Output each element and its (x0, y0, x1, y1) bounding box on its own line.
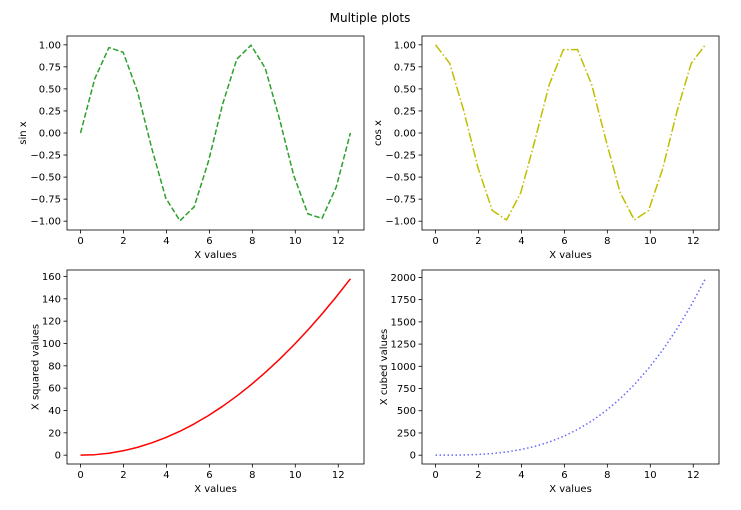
x-axis-label: X values (549, 484, 592, 495)
x-tick-label: 8 (249, 470, 255, 481)
series-line-1 (79, 44, 352, 222)
y-tick-label: −0.25 (385, 151, 416, 162)
y-tick-label: 80 (48, 361, 61, 372)
x-tick-label: 0 (77, 470, 83, 481)
y-tick-label: −0.75 (385, 195, 416, 206)
x-axis-label: X values (194, 250, 237, 261)
y-tick-label: −0.25 (30, 151, 61, 162)
y-tick-label: 1500 (391, 317, 416, 328)
series-line-1 (435, 278, 707, 456)
y-tick-label: 60 (48, 384, 61, 395)
axes-frame (66, 269, 365, 465)
x-tick-label: 0 (432, 470, 438, 481)
y-tick-label: 1.00 (394, 40, 416, 51)
x-tick-label: 8 (604, 470, 610, 481)
x-tick-label: 8 (604, 236, 610, 247)
x-tick-label: 10 (644, 470, 657, 481)
x-tick-label: 12 (687, 470, 700, 481)
y-tick-label: 0.50 (39, 84, 61, 95)
series-line-1 (80, 278, 351, 456)
y-tick-label: 0.75 (394, 62, 416, 73)
x-tick-label: 6 (561, 236, 567, 247)
x-tick-label: 2 (120, 470, 126, 481)
y-tick-label: −1.00 (30, 217, 61, 228)
subplot-4: 0 2 4 6 8 10 12 0 250 500 750 1000 1250 1500 1750 2000 X… (379, 269, 720, 495)
x-tick-label: 4 (518, 470, 524, 481)
x-tick-label: 12 (332, 236, 345, 247)
subplots: 0 2 4 6 8 10 12 −1.00 −0.75 −0.50 −0.25 0.00 0.25 0.5… (18, 35, 720, 495)
y-tick-label: 0 (410, 451, 416, 462)
y-tick-label: 0.00 (394, 129, 416, 140)
y-tick-label: 0 (55, 451, 61, 462)
y-tick-label: 100 (42, 339, 61, 350)
x-tick-label: 10 (289, 470, 302, 481)
x-tick-label: 6 (206, 470, 212, 481)
series-line-1 (434, 44, 706, 221)
y-tick-label: 0.25 (394, 106, 416, 117)
y-axis-label: X cubed values (379, 329, 390, 405)
y-tick-label: 0.00 (39, 129, 61, 140)
y-tick-label: 0.25 (39, 106, 61, 117)
x-tick-label: 0 (77, 236, 83, 247)
y-tick-label: 160 (42, 272, 61, 283)
y-axis-label: X squared values (30, 324, 41, 410)
x-tick-label: 4 (163, 470, 169, 481)
x-tick-label: 2 (120, 236, 126, 247)
y-tick-label: 140 (42, 294, 61, 305)
x-tick-label: 6 (206, 236, 212, 247)
x-tick-label: 4 (518, 236, 524, 247)
y-tick-label: −0.50 (385, 173, 416, 184)
x-tick-label: 10 (289, 236, 302, 247)
x-tick-label: 10 (644, 236, 657, 247)
x-axis-label: X values (194, 484, 237, 495)
y-axis-label: cos x (373, 120, 384, 146)
y-tick-label: 1.00 (39, 40, 61, 51)
x-tick-label: 2 (475, 470, 481, 481)
y-tick-label: 120 (42, 317, 61, 328)
y-tick-label: −0.50 (30, 173, 61, 184)
axes-frame (421, 269, 720, 465)
y-tick-label: 750 (397, 384, 416, 395)
y-tick-label: −0.75 (30, 195, 61, 206)
y-tick-label: 20 (48, 428, 61, 439)
y-tick-label: 0.50 (394, 84, 416, 95)
y-axis-label: sin x (18, 121, 29, 145)
y-tick-label: 0.75 (39, 62, 61, 73)
y-tick-label: 500 (397, 406, 416, 417)
y-tick-label: 1250 (391, 340, 416, 351)
x-tick-label: 0 (432, 236, 438, 247)
x-tick-label: 2 (475, 236, 481, 247)
x-tick-label: 12 (687, 236, 700, 247)
x-tick-label: 6 (561, 470, 567, 481)
x-tick-label: 4 (163, 236, 169, 247)
y-tick-label: 2000 (391, 273, 416, 284)
subplot-1: 0 2 4 6 8 10 12 −1.00 −0.75 −0.50 −0.25 0.00 0.25 0.5… (18, 35, 365, 261)
y-tick-label: 250 (397, 428, 416, 439)
subplot-2: 0 2 4 6 8 10 12 −1.00 −0.75 −0.50 −0.25 0.00 0.25 0.5… (373, 35, 720, 261)
x-tick-label: 12 (332, 470, 345, 481)
x-tick-label: 8 (249, 236, 255, 247)
y-tick-label: 40 (48, 406, 61, 417)
figure-title: Multiple plots (330, 11, 411, 25)
y-tick-label: −1.00 (385, 217, 416, 228)
y-tick-label: 1750 (391, 295, 416, 306)
x-axis-label: X values (549, 250, 592, 261)
y-tick-label: 1000 (391, 362, 416, 373)
